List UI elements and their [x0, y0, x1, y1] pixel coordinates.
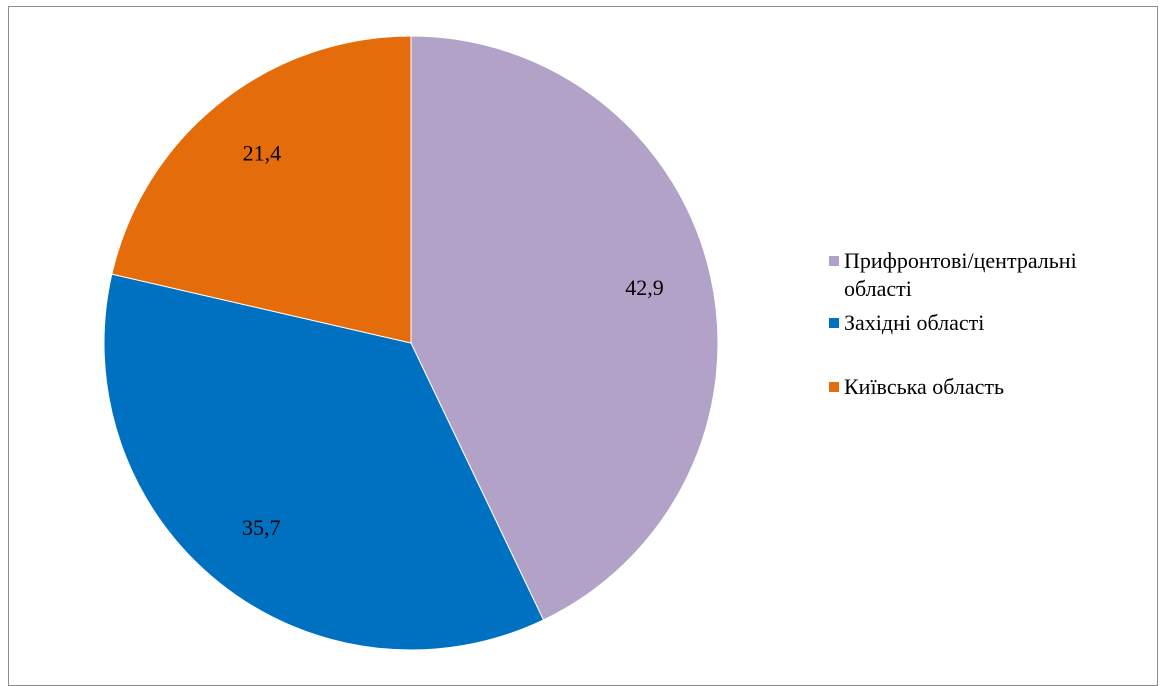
pie-chart: 42,9 35,7 21,4 — [103, 35, 719, 651]
legend: Прифронтові/центральні області Західні о… — [829, 247, 1149, 401]
pie-slices — [103, 35, 719, 651]
data-label-western: 35,7 — [242, 515, 281, 540]
legend-swatch — [829, 382, 839, 392]
pie-data-labels: 42,9 35,7 21,4 — [242, 141, 664, 540]
data-label-kyiv: 21,4 — [243, 141, 282, 166]
pie-slice-western — [103, 273, 545, 651]
legend-label: Київська область — [844, 374, 1005, 399]
legend-item-kyiv: Київська область — [829, 373, 1149, 401]
legend-item-front-central: Прифронтові/центральні області — [829, 247, 1149, 303]
pie-slice-front-central — [410, 35, 719, 621]
legend-label: Західні області — [844, 310, 985, 335]
legend-label: Прифронтові/центральні області — [844, 248, 1077, 301]
chart-frame: 42,9 35,7 21,4 Прифронтові/центральні обла… — [8, 6, 1158, 686]
pie-slice-kyiv — [111, 35, 412, 344]
data-label-front-central: 42,9 — [625, 275, 664, 300]
legend-item-western: Західні області — [829, 309, 1149, 337]
legend-swatch — [829, 256, 839, 266]
legend-swatch — [829, 318, 839, 328]
